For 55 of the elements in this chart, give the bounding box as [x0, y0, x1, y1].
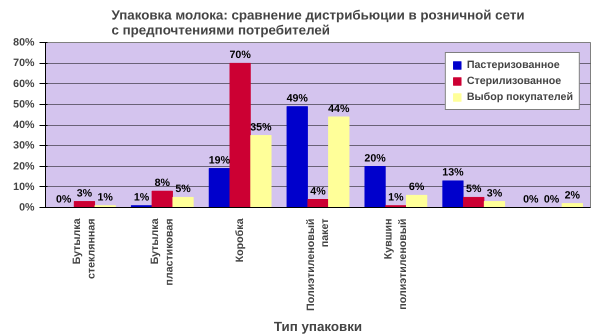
y-tick-label: 0% — [19, 202, 36, 214]
bar — [307, 199, 329, 208]
bar — [442, 180, 464, 208]
data-label: 5% — [466, 183, 482, 196]
legend-label: Пастеризованное — [466, 59, 560, 71]
y-tick-label: 10% — [13, 180, 36, 193]
data-label: 19% — [208, 154, 231, 166]
bar — [250, 135, 272, 208]
data-label: 35% — [250, 121, 272, 134]
bar — [286, 106, 308, 208]
y-tick-label: 50% — [13, 98, 36, 110]
x-tick-label: Коробка — [234, 218, 246, 262]
data-label: 0% — [544, 194, 560, 206]
y-tick-label: 70% — [13, 57, 36, 70]
data-label: 5% — [175, 183, 192, 196]
legend-label: Выбор покупателей — [466, 91, 573, 103]
y-tick-label: 80% — [13, 36, 36, 48]
data-label: 20% — [364, 152, 386, 164]
bar — [463, 196, 484, 208]
bar — [364, 166, 386, 208]
x-tick-label: Полиэтиленовый пакет — [304, 218, 332, 311]
data-label: 8% — [154, 177, 171, 189]
x-tick-label: Бутылка стеклянная — [71, 218, 98, 280]
data-label: 49% — [286, 92, 308, 104]
bar — [328, 116, 350, 208]
data-label: 1% — [134, 191, 150, 204]
data-label: 2% — [564, 189, 581, 202]
bar — [562, 203, 583, 208]
data-label: 1% — [97, 191, 114, 204]
bar — [172, 196, 194, 208]
bar — [74, 201, 96, 208]
x-axis-title: Тип упаковки — [274, 318, 362, 334]
y-tick-label: 40% — [13, 119, 36, 131]
x-tick-label: Кувшин полиэтиленовый — [382, 218, 410, 310]
data-label: 3% — [76, 187, 93, 200]
x-tick-label: Бутылка пластиковая — [149, 218, 176, 286]
chart-title: Упаковка молока: сравнение дистрибьюции в розничной сети с предпочтениями потребителей — [111, 8, 525, 38]
data-label: 6% — [408, 181, 425, 194]
legend-label: Стерилизованное — [466, 75, 562, 87]
bar — [484, 201, 506, 208]
data-label: 3% — [486, 187, 503, 200]
bar — [208, 168, 230, 208]
y-tick-label: 20% — [13, 160, 36, 172]
y-tick-label: 30% — [13, 140, 36, 152]
data-label: 44% — [328, 102, 350, 115]
data-label: 0% — [56, 194, 72, 206]
data-label: 1% — [388, 191, 404, 204]
data-label: 4% — [310, 185, 326, 198]
y-tick-label: 60% — [13, 78, 36, 90]
data-label: 70% — [229, 49, 252, 62]
data-label: 0% — [523, 194, 540, 206]
bar — [406, 194, 428, 208]
bar — [230, 62, 251, 208]
bar — [152, 190, 173, 208]
data-label: 13% — [442, 166, 464, 179]
